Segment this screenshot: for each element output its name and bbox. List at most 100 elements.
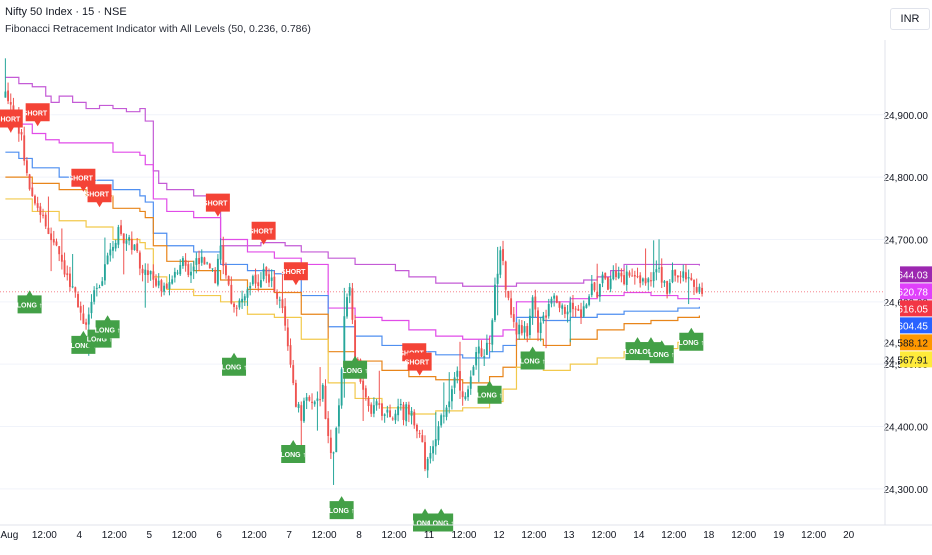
long-signal-marker[interactable]: LONG ↑ [678,328,704,351]
short-signal-marker[interactable]: SHORT ↓ [203,194,233,217]
candle-body [39,206,41,214]
candle-body [142,269,144,273]
short-signal-marker[interactable]: SHORT ↓ [281,262,311,285]
short-signal-marker[interactable]: SHORT ↓ [85,184,115,207]
candle-body [131,239,133,250]
candle-body [268,274,270,282]
long-signal-marker[interactable]: LONG ↑ [221,353,247,376]
candle-body [456,371,458,377]
candle-body [663,281,665,283]
candle-body [230,285,232,304]
candle-body [400,404,402,405]
long-signal-marker[interactable]: LONG ↑ [428,509,454,532]
candle-body [155,278,157,285]
candle-body [34,196,36,204]
candle-body [271,278,273,281]
x-tick-label: 20 [843,530,855,541]
candle-body [572,303,574,309]
x-tick-label: 5 [146,530,152,541]
candle-body [238,301,240,308]
long-signal-marker[interactable]: LONG ↑ [280,440,306,463]
currency-selector[interactable]: INR [890,8,930,30]
candle-body [45,215,47,227]
candle-body [236,308,238,309]
candle-body [263,269,265,279]
candle-body [327,418,329,436]
candle-body [529,316,531,335]
candle-body [381,404,383,416]
signal-label: LONG ↑ [280,452,306,459]
candle-body [37,203,39,208]
short-signal-marker[interactable]: SHORT ↓ [249,222,279,245]
candle-body [672,270,674,282]
candle-body [510,298,512,314]
candle-body [134,245,136,250]
candle-body [564,307,566,314]
candle-body [470,377,472,389]
candle-body [588,296,590,304]
candle-body [306,397,308,401]
long-signal-marker[interactable]: LONG ↑ [477,381,503,404]
long-signal-marker[interactable]: LONG ↑ [329,496,355,519]
candle-body [604,273,606,279]
candle-body [282,299,284,308]
candle-body [497,274,499,284]
candle-body [634,275,636,276]
y-tick-label: 24,900.00 [884,111,929,122]
candle-body [674,270,676,276]
candle-body [658,268,660,269]
candle-body [244,296,246,300]
candle-body [392,418,394,419]
candle-body [319,399,321,400]
candle-body [152,271,154,279]
candle-body [284,306,286,325]
candle-body [150,271,152,274]
long-signal-marker[interactable]: LONG ↑ [95,315,121,338]
candle-body [85,322,87,324]
candle-body [158,281,160,286]
signal-label: LONG ↑ [221,365,247,372]
x-tick-label: 8 [356,530,362,541]
candle-body [472,367,474,376]
candle-body [421,435,423,442]
price-tag-text: 24,644.03 [884,270,929,281]
candle-body [187,264,189,275]
x-tick-label: 13 [563,530,575,541]
candle-body [580,309,582,317]
candle-body [333,452,335,453]
candle-body [464,396,466,399]
x-tick-label: 12:00 [32,530,57,541]
short-signal-marker[interactable]: SHORT ↓ [23,103,53,126]
x-tick-label: 12:00 [731,530,756,541]
candle-body [185,260,187,266]
candle-body [698,287,700,292]
candle-body [233,304,235,307]
long-signal-marker[interactable]: LONG ↑ [520,346,546,369]
candle-body [209,264,211,268]
symbol-title[interactable]: Nifty 50 Index · 15 · NSE [5,6,127,18]
candle-body [526,326,528,336]
indicator-title[interactable]: Fibonacci Retracement Indicator with All… [5,23,311,35]
candle-body [139,253,141,269]
candle-body [72,286,74,287]
candle-body [109,249,111,255]
candle-body [696,287,698,292]
candle-body [112,247,114,251]
candle-body [620,273,622,277]
candle-body [577,309,579,311]
candle-body [548,304,550,316]
candle-body [101,281,103,285]
candle-body [349,287,351,296]
price-tag-text: 24,567.91 [884,355,929,366]
candle-body [260,280,262,287]
candle-body [365,388,367,397]
candle-body [513,314,515,322]
candle-body [435,439,437,446]
candle-body [53,239,55,242]
candle-body [166,284,168,288]
signal-label: SHORT ↓ [85,191,115,198]
long-signal-marker[interactable]: LONG ↑ [342,356,368,379]
long-signal-marker[interactable]: LONG ↑ [17,290,43,313]
candle-body [147,270,149,275]
